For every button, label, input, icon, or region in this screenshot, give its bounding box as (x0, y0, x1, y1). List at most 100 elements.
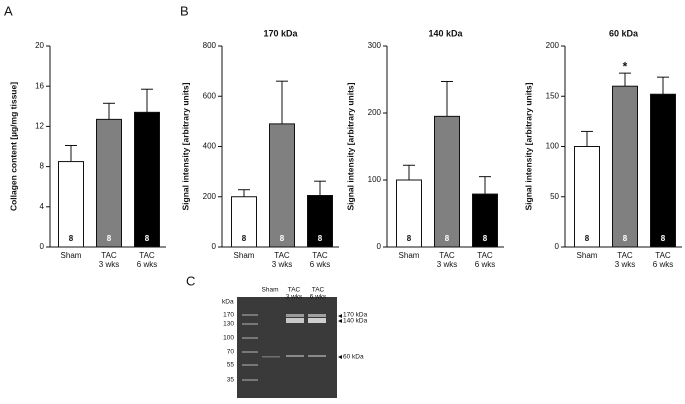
gel-band (308, 355, 326, 357)
gel-band (286, 314, 304, 317)
panel-label: C (186, 273, 195, 288)
y-tick-label: 12 (35, 122, 44, 131)
bar (134, 111, 160, 248)
bar (307, 194, 333, 248)
n-label: 8 (318, 234, 323, 243)
gel-band (308, 314, 326, 317)
marker-label: 130 (223, 321, 234, 328)
significance: * (623, 59, 628, 73)
bar (269, 123, 295, 248)
gel-band (286, 318, 304, 323)
marker-band (242, 351, 258, 353)
chart-title: 170 kDa (263, 28, 298, 38)
lane-label: TAC (288, 287, 301, 294)
y-tick-label: 600 (203, 91, 217, 100)
y-tick-label: 300 (368, 41, 382, 50)
n-label: 8 (623, 234, 628, 243)
x-tick-label: Sham (399, 251, 420, 260)
x-tick-label: 3 wks (272, 260, 292, 269)
panel-label: A (4, 3, 13, 18)
marker-label: 55 (227, 362, 235, 369)
band-label: 170 kDa (343, 312, 368, 319)
x-tick-label: TAC (477, 251, 493, 260)
x-tick-label: 3 wks (615, 260, 635, 269)
n-label: 8 (69, 234, 74, 243)
y-tick-label: 16 (35, 81, 44, 90)
chart-title: 60 kDa (609, 28, 639, 38)
gel-unit: kDa (222, 299, 234, 306)
y-axis-label: Signal intensity [arbitrary units] (180, 82, 190, 210)
bar (396, 179, 422, 248)
lane-label: 6 wks (310, 294, 327, 301)
x-tick-label: 6 wks (653, 260, 673, 269)
bar (96, 118, 122, 248)
bar (472, 193, 498, 248)
n-label: 8 (585, 234, 590, 243)
marker-label: 100 (223, 335, 234, 342)
marker-band (242, 337, 258, 339)
y-tick-label: 150 (546, 91, 560, 100)
y-tick-label: 0 (40, 242, 45, 251)
y-tick-label: 200 (368, 108, 382, 117)
lane-label: 3 wks (286, 294, 303, 301)
x-tick-label: 6 wks (310, 260, 330, 269)
y-axis-label: Collagen content [µg/mg tissue] (8, 82, 18, 211)
bar (574, 146, 600, 248)
marker-band (242, 314, 258, 316)
x-tick-label: 3 wks (99, 260, 119, 269)
marker-band (242, 364, 258, 366)
y-axis-label: Signal intensity [arbitrary units] (345, 82, 355, 210)
n-label: 8 (107, 234, 112, 243)
lane-label: Sham (262, 287, 279, 294)
x-tick-label: TAC (312, 251, 328, 260)
y-tick-label: 8 (40, 162, 45, 171)
gel-band (308, 318, 326, 323)
gel-image (237, 297, 337, 398)
n-label: 8 (242, 234, 247, 243)
gel-band (262, 356, 280, 358)
n-label: 8 (145, 234, 150, 243)
chart-title: 140 kDa (428, 28, 463, 38)
gel-arrow (338, 314, 342, 359)
y-tick-label: 0 (555, 242, 560, 251)
x-tick-label: TAC (274, 251, 290, 260)
bar (650, 93, 676, 248)
x-tick-label: TAC (655, 251, 671, 260)
y-tick-label: 200 (546, 41, 560, 50)
bar (231, 196, 257, 248)
x-tick-label: TAC (439, 251, 455, 260)
gel-band (286, 355, 304, 357)
n-label: 8 (407, 234, 412, 243)
y-tick-label: 4 (40, 202, 45, 211)
marker-label: 35 (227, 377, 235, 384)
y-tick-label: 100 (546, 142, 560, 151)
y-tick-label: 0 (212, 242, 217, 251)
x-tick-label: 3 wks (437, 260, 457, 269)
y-tick-label: 400 (203, 142, 217, 151)
x-tick-label: 6 wks (475, 260, 495, 269)
y-tick-label: 50 (550, 192, 559, 201)
band-label: 140 kDa (343, 318, 368, 325)
x-tick-label: TAC (617, 251, 633, 260)
marker-label: 170 (223, 312, 234, 319)
n-label: 8 (661, 234, 666, 243)
x-tick-label: TAC (139, 251, 155, 260)
marker-label: 70 (227, 349, 235, 356)
x-tick-label: Sham (234, 251, 255, 260)
y-axis-label: Signal intensity [arbitrary units] (523, 82, 533, 210)
panel-label: B (180, 3, 189, 18)
bar (434, 115, 460, 248)
x-tick-label: TAC (101, 251, 117, 260)
marker-band (242, 379, 258, 381)
lane-label: TAC (312, 287, 325, 294)
bar (58, 161, 84, 248)
band-label: 60 kDa (343, 354, 364, 361)
n-label: 8 (483, 234, 488, 243)
y-tick-label: 100 (368, 175, 382, 184)
x-tick-label: 6 wks (137, 260, 157, 269)
n-label: 8 (445, 234, 450, 243)
y-tick-label: 200 (203, 192, 217, 201)
marker-band (242, 323, 258, 325)
